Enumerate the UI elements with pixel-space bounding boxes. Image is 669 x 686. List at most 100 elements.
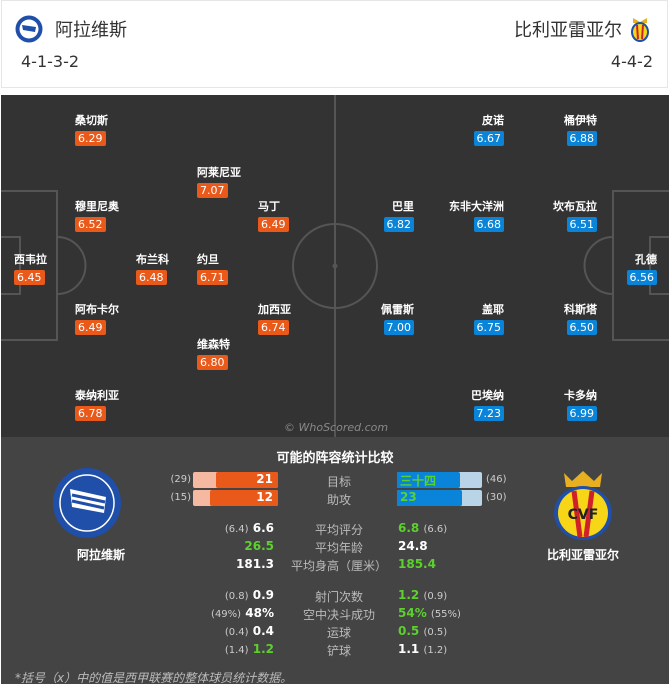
stat-row: (1.4) 1.2 铲球 1.1 (1.2): [1, 641, 669, 659]
away-value-bar: 23: [397, 490, 463, 506]
home-player[interactable]: 桑切斯 6.29: [75, 114, 108, 146]
home-player[interactable]: 阿布卡尔 6.49: [75, 303, 119, 335]
player-rating-badge: 6.74: [258, 320, 289, 335]
home-player[interactable]: 西韦拉 6.45: [14, 253, 47, 285]
player-rating-badge: 6.45: [14, 270, 45, 285]
pitch: © WhoScored.com 西韦拉 6.45 桑切斯 6.29 穆里尼奥 6.52 阿布…: [1, 95, 669, 437]
away-value: 1.1: [398, 642, 420, 656]
player-name: 坎布瓦拉: [553, 200, 597, 213]
away-formation: 4-4-2: [610, 52, 653, 71]
stat-row: 26.5 平均年龄 24.8: [1, 538, 669, 556]
player-rating-badge: 6.67: [473, 131, 504, 146]
home-stats-team-name: 阿拉维斯: [76, 548, 125, 562]
stat-row: 181.3 平均身高（厘米） 185.4: [1, 556, 669, 574]
home-team[interactable]: 阿拉维斯: [15, 15, 127, 43]
home-stat: (6.4) 6.6: [225, 521, 274, 535]
player-rating-badge: 6.51: [566, 217, 597, 232]
player-rating-badge: 6.48: [136, 270, 167, 285]
away-stat: 1.1 (1.2): [398, 642, 447, 656]
away-player[interactable]: 巴埃纳 7.23: [471, 389, 504, 421]
home-value: 0.4: [252, 624, 274, 638]
player-rating-badge: 6.78: [75, 406, 106, 421]
away-league-avg: (6.6): [423, 524, 448, 535]
away-team[interactable]: 比利亚雷亚尔: [514, 15, 654, 43]
away-player[interactable]: 卡多纳 6.99: [564, 389, 597, 421]
home-value: 181.3: [236, 557, 274, 571]
player-name: 加西亚: [258, 303, 291, 316]
away-value: 6.8: [398, 521, 420, 535]
away-player[interactable]: 科斯塔 6.50: [564, 303, 597, 335]
home-value: 6.6: [252, 521, 274, 535]
player-name: 穆里尼奥: [75, 200, 119, 213]
away-player[interactable]: 盖耶 6.75: [473, 303, 504, 335]
player-name: 孔德: [635, 253, 657, 266]
player-name: 科斯塔: [564, 303, 597, 316]
home-player[interactable]: 布兰科 6.48: [136, 253, 169, 285]
home-stat: (1.4) 1.2: [225, 642, 274, 656]
home-player[interactable]: 阿莱尼亚 7.07: [197, 166, 241, 198]
stat-label: 运球: [326, 626, 351, 640]
home-player[interactable]: 泰纳利亚 6.78: [75, 389, 119, 421]
stat-label: 目标: [326, 475, 351, 489]
home-player[interactable]: 马丁 6.49: [258, 200, 289, 232]
home-team-name: 阿拉维斯: [55, 20, 127, 41]
svg-text:CVF: CVF: [568, 507, 599, 523]
away-league-avg: (46): [486, 474, 507, 485]
player-name: 桶伊特: [564, 114, 597, 127]
match-header: 阿拉维斯 4-1-3-2 比利亚雷亚尔 4-4-2: [1, 0, 668, 88]
home-league-avg: (6.4): [224, 524, 249, 535]
home-value: 21: [256, 472, 273, 486]
player-rating-badge: 7.23: [473, 406, 504, 421]
away-league-avg: (55%): [430, 609, 461, 620]
home-player[interactable]: 加西亚 6.74: [258, 303, 291, 335]
away-value: 1.2: [398, 588, 420, 602]
away-league-avg: (0.9): [423, 591, 448, 602]
away-player[interactable]: 孔德 6.56: [626, 253, 657, 285]
away-player[interactable]: 坎布瓦拉 6.51: [553, 200, 597, 232]
away-stat: 6.8 (6.6): [398, 521, 447, 535]
away-stat: 0.5 (0.5): [398, 624, 447, 638]
player-name: 盖耶: [482, 303, 504, 316]
villarreal-logo-icon: [631, 18, 649, 42]
away-value: 0.5: [398, 624, 420, 638]
home-player[interactable]: 约旦 6.71: [197, 253, 228, 285]
home-stat: (49%) 48%: [211, 606, 274, 620]
player-name: 巴埃纳: [471, 389, 504, 402]
stat-label: 空中决斗成功: [302, 608, 375, 622]
home-player[interactable]: 维森特 6.80: [197, 338, 230, 370]
player-rating-badge: 7.00: [383, 320, 414, 335]
home-league-avg: (0.8): [224, 591, 249, 602]
player-name: 佩雷斯: [381, 303, 414, 316]
stat-row: (49%) 48% 空中决斗成功 54% (55%): [1, 605, 669, 623]
away-player[interactable]: 巴里 6.82: [383, 200, 414, 232]
player-rating-badge: 6.56: [626, 270, 657, 285]
home-value: 0.9: [252, 588, 274, 602]
away-player[interactable]: 东非大洋洲 6.68: [449, 200, 504, 232]
player-rating-badge: 6.82: [383, 217, 414, 232]
away-player[interactable]: 桶伊特 6.88: [564, 114, 597, 146]
away-player[interactable]: 皮诺 6.67: [473, 114, 504, 146]
away-value: 三十四: [400, 474, 437, 488]
player-rating-badge: 7.07: [197, 183, 228, 198]
away-value-bar: 三十四: [397, 472, 460, 488]
away-league-avg: (1.2): [423, 645, 448, 656]
away-stat: 24.8: [398, 539, 428, 553]
away-stat: 185.4: [398, 557, 436, 571]
footnote: *括号（x）中的值是西甲联赛的整体球员统计数据。: [15, 671, 293, 685]
home-value: 1.2: [252, 642, 274, 656]
home-player[interactable]: 穆里尼奥 6.52: [75, 200, 119, 232]
player-rating-badge: 6.49: [75, 320, 106, 335]
away-player[interactable]: 佩雷斯 7.00: [381, 303, 414, 335]
stat-bar-row: (15) 12 助攻 23 (30): [1, 490, 669, 508]
away-value: 54%: [398, 606, 427, 620]
stat-label: 平均身高（厘米）: [290, 559, 387, 573]
away-value: 185.4: [398, 557, 436, 571]
player-rating-badge: 6.71: [197, 270, 228, 285]
away-stats-team-name: 比利亚雷亚尔: [546, 548, 619, 562]
player-name: 巴里: [392, 200, 414, 213]
away-league-avg: (0.5): [423, 627, 448, 638]
home-stat: (0.8) 0.9: [225, 588, 274, 602]
player-rating-badge: 6.68: [473, 217, 504, 232]
player-rating-badge: 6.99: [566, 406, 597, 421]
watermark: © WhoScored.com: [284, 421, 389, 434]
